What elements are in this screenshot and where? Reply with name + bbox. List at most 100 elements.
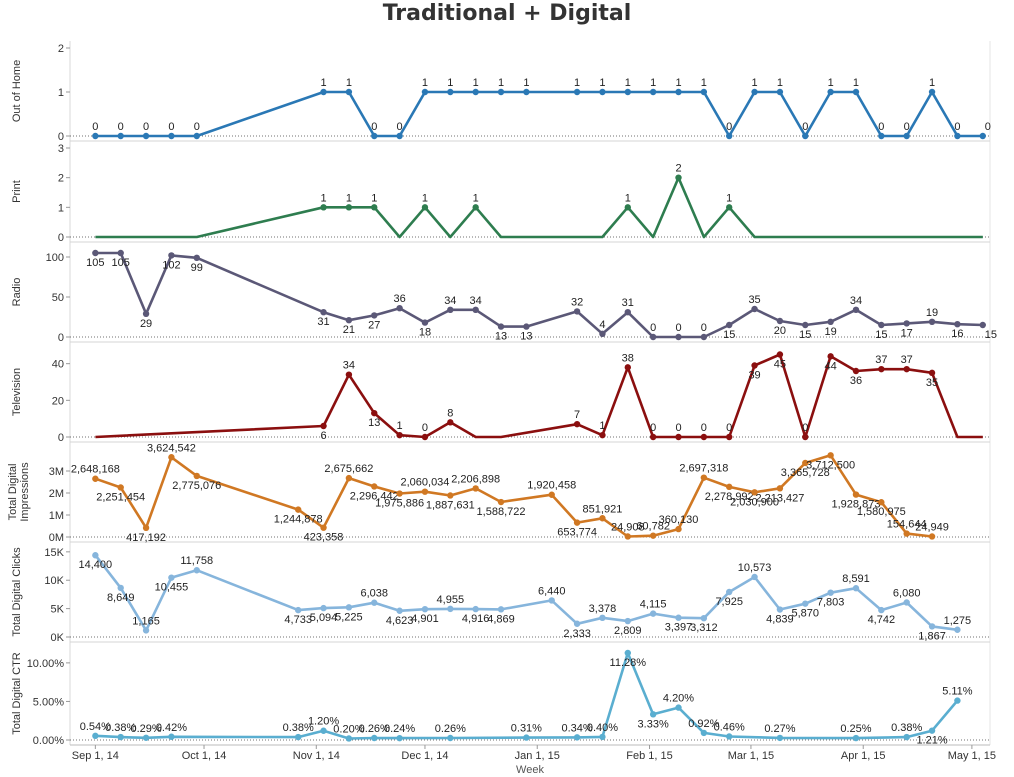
y-tick-label: 1: [58, 87, 64, 99]
data-point: [472, 88, 479, 96]
data-point: [928, 727, 936, 734]
data-point: [802, 459, 809, 467]
data-label: 1: [675, 77, 681, 89]
data-point: [700, 474, 708, 481]
y-tick-label: 40: [52, 359, 64, 371]
data-point: [447, 419, 454, 426]
data-label: 1,165: [132, 615, 160, 627]
data-label: 0: [701, 422, 707, 434]
data-label: 34: [850, 295, 862, 307]
data-point: [726, 433, 733, 441]
data-point: [421, 433, 429, 441]
data-point: [345, 317, 353, 324]
data-point: [320, 524, 327, 531]
data-point: [675, 614, 682, 621]
data-label: 1: [625, 192, 631, 204]
data-point: [852, 491, 860, 498]
data-point: [396, 305, 403, 312]
data-point: [117, 484, 124, 491]
y-tick-label: 3M: [49, 466, 64, 478]
data-label: 1: [473, 192, 479, 204]
data-point: [624, 204, 631, 211]
data-label: 0.46%: [714, 721, 745, 733]
data-label: 1,588,722: [477, 506, 526, 518]
data-point: [776, 351, 784, 358]
data-point: [168, 733, 175, 740]
data-point: [700, 614, 708, 622]
data-label: 60,782: [636, 521, 670, 533]
y-tick-label: 1M: [49, 510, 64, 522]
panel-label: Television: [11, 368, 23, 416]
data-label: 37: [901, 354, 913, 366]
data-label: 1: [397, 420, 403, 432]
data-point: [193, 472, 200, 480]
data-point: [371, 312, 378, 319]
data-point: [472, 306, 479, 313]
data-label: 0: [904, 121, 910, 133]
data-point: [117, 733, 124, 741]
data-label: 5.11%: [942, 686, 973, 698]
data-point: [726, 132, 733, 140]
data-label: 13: [520, 331, 532, 343]
data-label: 45: [774, 359, 786, 371]
data-label: 8: [447, 407, 453, 419]
data-point: [649, 433, 657, 441]
data-point: [624, 617, 631, 625]
data-point: [371, 132, 378, 140]
data-point: [751, 573, 758, 581]
data-label: 4,869: [487, 613, 515, 625]
data-label: 1: [625, 77, 631, 89]
data-label: 31: [622, 297, 634, 309]
data-label: 5,225: [335, 611, 363, 623]
data-point: [649, 610, 657, 617]
data-label: 1,887,631: [426, 499, 475, 511]
data-label: 1: [650, 77, 656, 89]
data-point: [928, 623, 936, 630]
data-point: [903, 733, 910, 741]
panel-label: Print: [11, 180, 23, 203]
data-point: [447, 88, 454, 96]
series-line: [95, 176, 983, 239]
y-tick-label: 5K: [51, 604, 65, 616]
data-label: 105: [86, 257, 104, 269]
data-label: 0.26%: [359, 723, 390, 735]
data-point: [852, 306, 860, 313]
data-point: [320, 309, 327, 316]
data-point: [371, 599, 378, 606]
data-label: 0: [168, 121, 174, 133]
data-label: 2,296,442: [350, 490, 399, 502]
data-point: [92, 552, 99, 559]
panel-label: Total Digital Clicks: [11, 547, 23, 637]
data-label: 2,213,427: [755, 492, 804, 504]
data-point: [649, 711, 657, 718]
x-tick-label: Apr 1, 15: [841, 750, 886, 762]
data-label: 0: [675, 322, 681, 334]
data-point: [954, 321, 961, 328]
data-point: [928, 88, 936, 96]
data-point: [573, 420, 581, 428]
data-label: 4,115: [640, 599, 667, 611]
data-label: 1: [726, 192, 732, 204]
data-label: 2,675,662: [324, 463, 373, 475]
data-label: 0: [675, 422, 681, 434]
data-label: 0: [422, 422, 428, 434]
data-point: [573, 620, 581, 627]
y-tick-label: 0: [58, 432, 64, 444]
data-label: 2,648,168: [71, 464, 120, 476]
data-point: [979, 132, 986, 140]
data-label: 11.28%: [610, 657, 647, 669]
data-label: 0.24%: [384, 723, 415, 735]
data-point: [954, 132, 961, 140]
data-point: [624, 649, 631, 657]
data-point: [827, 88, 834, 96]
data-label: 44: [825, 360, 837, 372]
y-tick-label: 100: [46, 252, 64, 264]
data-label: 0.38%: [105, 722, 136, 734]
data-point: [345, 204, 353, 211]
data-point: [878, 365, 885, 373]
data-point: [142, 132, 150, 140]
data-label: 13: [495, 331, 507, 343]
data-label: 0.40%: [587, 722, 618, 734]
data-label: 2,697,318: [679, 463, 728, 475]
data-point: [548, 491, 555, 498]
